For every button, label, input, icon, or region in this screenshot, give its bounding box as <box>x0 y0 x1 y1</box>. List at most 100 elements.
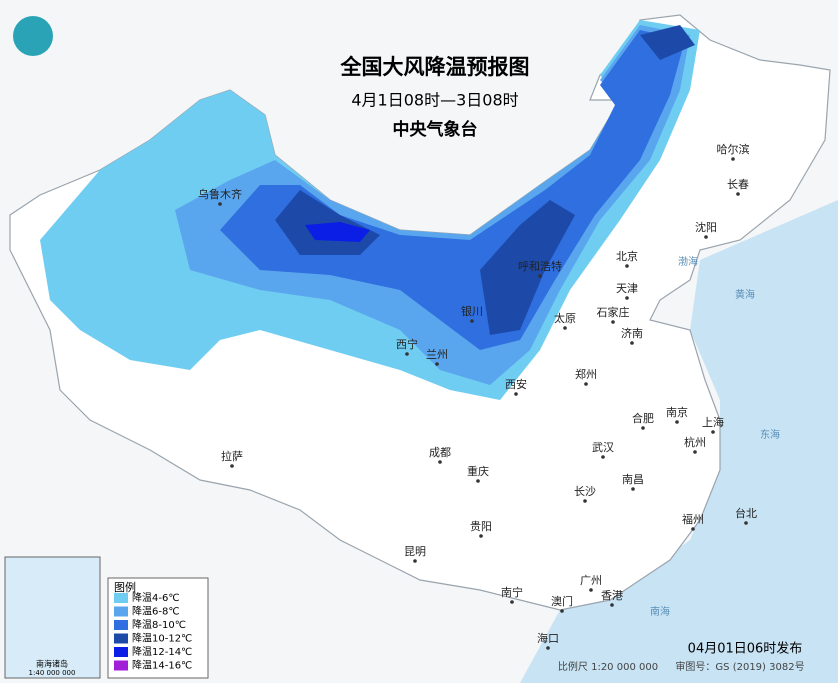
inset-label: 南海诸岛 <box>36 659 68 669</box>
city-dot <box>610 603 614 607</box>
city-label: 成都 <box>429 446 451 459</box>
city-dot <box>625 296 629 300</box>
legend-swatch <box>114 647 128 657</box>
legend-label: 降温12-14℃ <box>132 645 192 658</box>
sea-label: 渤海 <box>678 255 698 268</box>
sea-label: 南海 <box>650 605 670 618</box>
city-label: 杭州 <box>684 435 706 449</box>
issuer: 中央气象台 <box>393 119 478 140</box>
city-dot <box>601 455 605 459</box>
issued-time: 04月01日06时发布 <box>688 641 803 657</box>
city-label: 西安 <box>505 377 527 391</box>
sea-label: 东海 <box>760 428 780 441</box>
city-dot <box>589 588 593 592</box>
legend-label: 降温14-16℃ <box>132 659 192 672</box>
city-dot <box>435 362 439 366</box>
sea-label: 黄海 <box>735 288 755 301</box>
city-label: 香港 <box>601 589 623 602</box>
legend-swatch <box>114 633 128 644</box>
city-label: 合肥 <box>632 411 654 425</box>
map-title: 全国大风降温预报图 <box>340 55 530 79</box>
logo <box>13 16 53 56</box>
city-dot <box>611 320 615 324</box>
city-label: 北京 <box>616 249 638 263</box>
city-dot <box>413 559 417 563</box>
legend-swatch <box>114 660 128 671</box>
city-label: 上海 <box>702 415 724 429</box>
legend-swatch <box>114 593 128 603</box>
city-dot <box>510 600 514 604</box>
city-dot <box>711 430 715 434</box>
city-label: 海口 <box>537 631 559 645</box>
city-label: 南宁 <box>501 585 523 599</box>
city-label: 哈尔滨 <box>717 142 750 156</box>
city-label: 台北 <box>735 506 757 520</box>
city-dot <box>625 264 629 268</box>
city-dot <box>230 464 234 468</box>
city-label: 长春 <box>727 178 749 191</box>
legend-swatch <box>114 620 128 630</box>
city-dot <box>675 420 679 424</box>
cooling-zone-12-14 <box>305 222 370 242</box>
city-label: 西宁 <box>396 337 418 351</box>
inset-frame <box>4 556 101 679</box>
city-dot <box>405 352 409 356</box>
city-dot <box>693 450 697 454</box>
scale: 比例尺 1:20 000 000 <box>558 660 658 673</box>
city-label: 济南 <box>621 326 643 340</box>
city-dot <box>631 487 635 491</box>
city-dot <box>538 274 542 278</box>
city-label: 太原 <box>554 312 576 325</box>
legend-title: 图例 <box>114 580 136 594</box>
legend-label: 降温8-10℃ <box>132 618 186 631</box>
city-label: 重庆 <box>467 464 489 478</box>
city-dot <box>563 326 567 330</box>
city-dot <box>731 157 735 161</box>
cooling-zone-6-8 <box>175 25 690 385</box>
city-dot <box>691 527 695 531</box>
city-label: 南昌 <box>622 473 644 486</box>
city-dot <box>744 521 748 525</box>
city-dot <box>584 382 588 386</box>
cooling-zone-8-10 <box>220 30 685 350</box>
legend-label: 降温4-6℃ <box>132 591 180 604</box>
city-label: 广州 <box>580 574 602 587</box>
city-dot <box>476 479 480 483</box>
sea <box>520 200 838 683</box>
cooling-zone-10-12 <box>275 25 695 335</box>
city-dot <box>470 319 474 323</box>
city-label: 呼和浩特 <box>518 259 562 273</box>
city-label: 兰州 <box>426 348 448 361</box>
legend: 降温4-6℃降温6-8℃降温8-10℃降温10-12℃降温12-14℃降温14-… <box>114 591 192 672</box>
city-label: 贵阳 <box>470 520 492 533</box>
city-label: 拉萨 <box>221 449 243 463</box>
city-dot <box>479 534 483 538</box>
city-dot <box>704 235 708 239</box>
city-label: 乌鲁木齐 <box>198 187 242 201</box>
city-dot <box>438 460 442 464</box>
city-label: 石家庄 <box>597 305 630 319</box>
city-label: 武汉 <box>592 441 614 454</box>
city-label: 福州 <box>682 512 704 526</box>
city-dot <box>218 202 222 206</box>
city-dot <box>641 426 645 430</box>
city-dot <box>560 609 564 613</box>
city-label: 昆明 <box>404 545 426 558</box>
legend-label: 降温10-12℃ <box>132 632 192 645</box>
city-dot <box>514 392 518 396</box>
legend-swatch <box>114 606 128 617</box>
city-label: 郑州 <box>575 367 597 381</box>
inset-scale: 1:40 000 000 <box>29 669 76 677</box>
city-dot <box>583 499 587 503</box>
city-label: 沈阳 <box>695 220 717 234</box>
city-label: 天津 <box>616 282 638 295</box>
city-label: 南京 <box>666 405 688 419</box>
city-label: 长沙 <box>574 485 596 498</box>
city-dot <box>546 646 550 650</box>
approval: 审图号：GS (2019) 3082号 <box>675 660 804 673</box>
map-subtitle: 4月1日08时—3日08时 <box>351 91 518 110</box>
city-label: 澳门 <box>551 594 573 608</box>
city-label: 银川 <box>461 304 483 318</box>
